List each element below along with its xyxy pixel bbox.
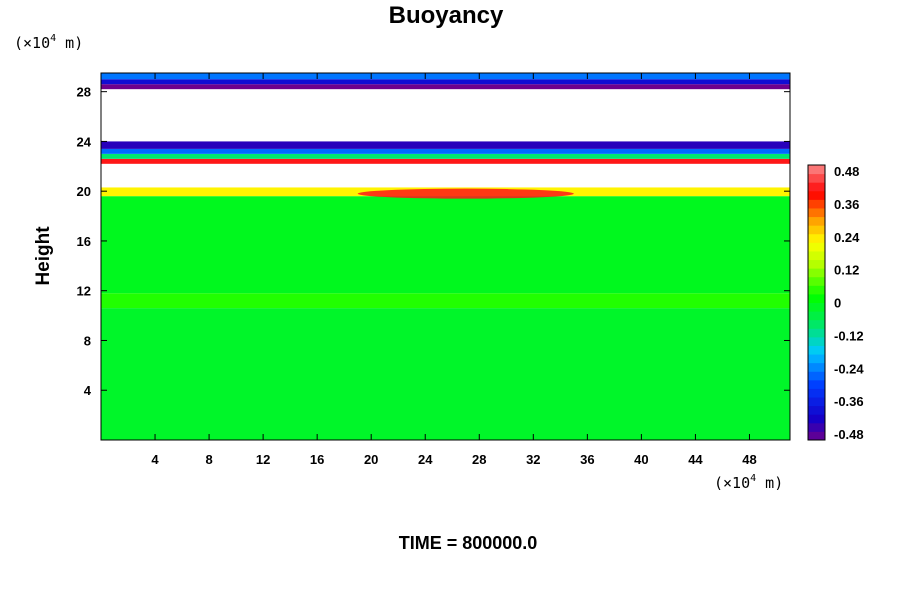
- y-tick-label: 24: [77, 134, 92, 149]
- colorbar-level: [808, 293, 825, 303]
- field-band: [101, 196, 790, 294]
- colorbar-level: [808, 233, 825, 243]
- colorbar-level: [808, 190, 825, 200]
- warm-anomaly: [357, 188, 574, 199]
- colorbar-level: [808, 242, 825, 252]
- colorbar-level: [808, 362, 825, 372]
- colorbar-level: [808, 336, 825, 346]
- plot-area: [101, 73, 790, 440]
- y-tick-label: 28: [77, 85, 91, 100]
- x-tick-label: 32: [526, 452, 540, 467]
- colorbar-level: [808, 182, 825, 192]
- colorbar-level: [808, 276, 825, 286]
- colorbar-level: [808, 285, 825, 295]
- x-tick-label: 40: [634, 452, 648, 467]
- y-axis: 4 8 12 16 20 24 28: [77, 85, 790, 398]
- field-band: [101, 153, 790, 159]
- x-tick-label: 16: [310, 452, 324, 467]
- colorbar-level: [808, 311, 825, 321]
- x-tick-label: 4: [151, 452, 159, 467]
- colorbar-level: [808, 173, 825, 183]
- colorbar-frame: [807, 164, 826, 441]
- colorbar-level: [808, 345, 825, 355]
- x-tick-label: 24: [418, 452, 433, 467]
- y-tick-label: 20: [77, 184, 91, 199]
- colorbar-tick-label: 0.12: [834, 263, 859, 278]
- x-tick-label: 28: [472, 452, 486, 467]
- field-band: [101, 293, 790, 309]
- colorbar-level: [808, 319, 825, 329]
- colorbar-level: [808, 199, 825, 209]
- colorbar-level: [808, 165, 825, 175]
- x-tick-label: 8: [205, 452, 212, 467]
- colorbar-tick-label: -0.12: [834, 328, 864, 343]
- x-axis: 4 8 12 16 20 24 28 32 36 40 44 48: [151, 73, 757, 467]
- field-band: [101, 148, 790, 154]
- colorbar-level: [808, 328, 825, 338]
- colorbar: 0.48 0.36 0.24 0.12 0 -0.12 -0.24 -0.36 -0.48: [807, 164, 864, 442]
- colorbar-tick-label: 0: [834, 296, 841, 311]
- colorbar-level: [808, 259, 825, 269]
- field-band: [101, 84, 790, 90]
- field-band: [101, 308, 790, 440]
- colorbar-level: [808, 354, 825, 364]
- colorbar-tick-label: 0.48: [834, 164, 859, 179]
- y-axis-unit: (×104 m): [14, 33, 83, 52]
- colorbar-level: [808, 268, 825, 278]
- colorbar-level: [808, 405, 825, 415]
- colorbar-level: [808, 207, 825, 218]
- colorbar-level: [808, 422, 825, 432]
- field-band: [101, 158, 790, 164]
- colorbar-tick-label: -0.24: [834, 361, 864, 376]
- colorbar-level: [808, 397, 825, 407]
- plot-frame: [100, 72, 791, 441]
- y-tick-label: 4: [84, 383, 92, 398]
- colorbar-tick-label: 0.36: [834, 197, 859, 212]
- colorbar-level: [808, 431, 825, 441]
- time-label: TIME = 800000.0: [399, 533, 538, 553]
- colorbar-level: [808, 302, 825, 312]
- colorbar-tick-label: 0.24: [834, 230, 860, 245]
- chart-title: Buoyancy: [389, 2, 504, 29]
- x-axis-unit: (×104 m): [714, 473, 783, 492]
- y-tick-label: 16: [77, 234, 91, 249]
- x-tick-label: 44: [688, 452, 703, 467]
- colorbar-level: [808, 414, 825, 424]
- x-tick-label: 36: [580, 452, 594, 467]
- y-tick-label: 12: [77, 284, 91, 299]
- colorbar-tick-label: -0.48: [834, 427, 864, 442]
- colorbar-level: [808, 250, 825, 261]
- colorbar-tick-label: -0.36: [834, 394, 864, 409]
- field-band: [101, 141, 790, 149]
- x-tick-label: 20: [364, 452, 378, 467]
- colorbar-level: [808, 379, 825, 389]
- colorbar-level: [808, 388, 825, 398]
- y-tick-label: 8: [84, 333, 91, 348]
- colorbar-level: [808, 216, 825, 226]
- colorbar-level: [808, 371, 825, 381]
- field-band: [101, 73, 790, 80]
- x-tick-label: 48: [742, 452, 756, 467]
- colorbar-level: [808, 225, 825, 235]
- x-tick-label: 12: [256, 452, 270, 467]
- field-band: [101, 79, 790, 85]
- y-axis-title: Height: [33, 226, 54, 286]
